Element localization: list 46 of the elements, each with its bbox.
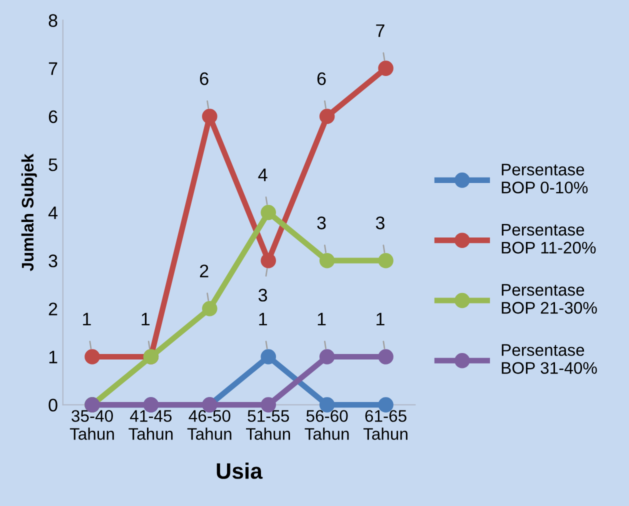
data-label: 1 xyxy=(142,312,150,326)
y-tick-label: 4 xyxy=(48,206,58,220)
point xyxy=(319,108,335,124)
legend-label: Persentase BOP 0-10% xyxy=(502,164,588,194)
point xyxy=(84,349,100,364)
legend-label: Persentase BOP 31-40% xyxy=(502,344,597,374)
data-label: 1 xyxy=(376,312,384,326)
x-tick-label: 51-55 Tahun xyxy=(246,410,290,440)
y-tick-label: 8 xyxy=(48,14,58,27)
y-tick-label: 5 xyxy=(48,158,58,172)
x-tick-label: 41-45 Tahun xyxy=(128,410,173,440)
y-axis-title: Jumlah Subjek xyxy=(21,154,37,272)
x-tick-label: 61-65 Tahun xyxy=(363,410,408,440)
data-label: 1 xyxy=(83,312,91,326)
point xyxy=(202,108,218,124)
y-tick-label: 3 xyxy=(48,254,58,268)
point xyxy=(319,349,335,364)
x-tick-label: 46-50 Tahun xyxy=(187,410,232,440)
data-label: 6 xyxy=(317,72,326,86)
y-tick-label: 1 xyxy=(49,350,58,364)
data-label: 3 xyxy=(376,216,384,230)
point xyxy=(378,349,394,364)
data-label: 3 xyxy=(317,216,326,230)
point xyxy=(378,60,394,76)
data-label: 4 xyxy=(258,168,268,182)
y-tick-label: 6 xyxy=(48,110,58,124)
y-tick-label: 0 xyxy=(48,398,58,412)
y-tick-label: 7 xyxy=(48,62,58,75)
data-label: 2 xyxy=(200,264,208,278)
x-axis-title: Usia xyxy=(216,462,263,479)
data-label: 6 xyxy=(200,72,208,86)
y-tick-label: 2 xyxy=(48,302,58,316)
data-label: 7 xyxy=(376,24,384,37)
data-label: 1 xyxy=(259,312,267,326)
point xyxy=(319,252,335,268)
point xyxy=(260,349,276,364)
data-label: 1 xyxy=(318,312,326,326)
point xyxy=(378,252,394,268)
data-label: 3 xyxy=(258,288,268,302)
legend-label: Persentase BOP 11-20% xyxy=(502,224,596,254)
point xyxy=(202,301,218,316)
x-tick-label: 35-40 Tahun xyxy=(70,410,114,440)
x-tick-label: 56-60 Tahun xyxy=(304,410,349,440)
legend-label: Persentase BOP 21-30% xyxy=(502,284,597,314)
point xyxy=(260,252,276,268)
point xyxy=(260,204,276,220)
